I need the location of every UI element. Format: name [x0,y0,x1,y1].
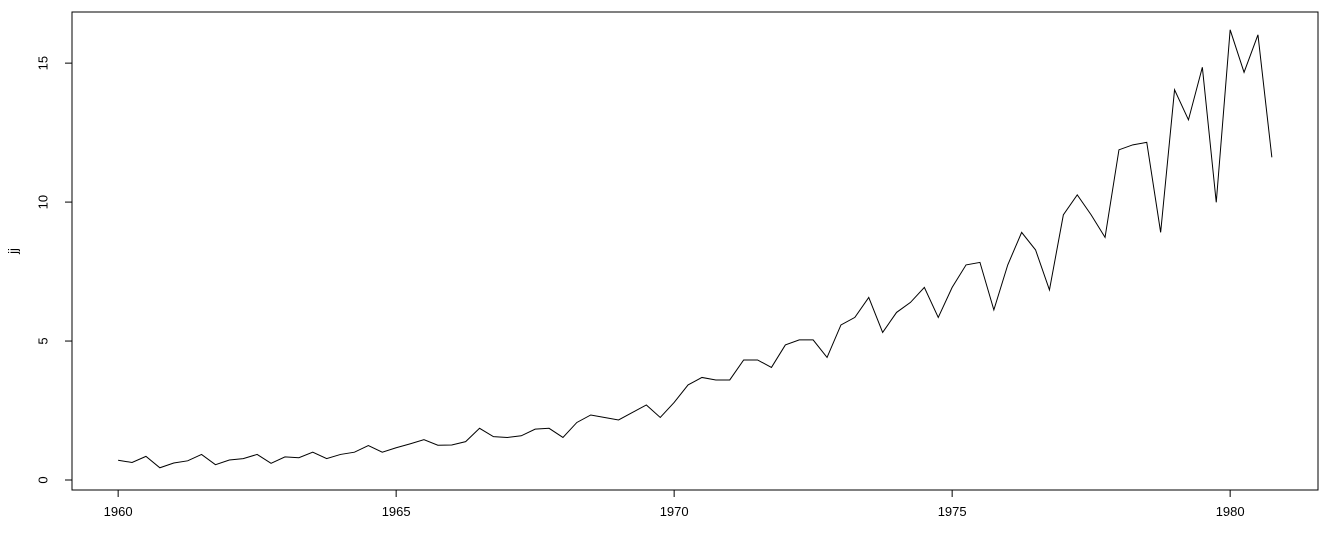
plot-frame [71,11,1319,491]
y-tick-label: 15 [35,56,50,70]
y-axis-label: jj [5,248,20,255]
line-series [118,29,1273,469]
x-tick-label: 1975 [938,504,967,519]
y-tick-label: 5 [35,337,50,344]
x-tick-label: 1970 [660,504,689,519]
y-tick-label: 10 [35,195,50,209]
y-tick-label: 0 [35,476,50,483]
x-tick-label: 1980 [1216,504,1245,519]
x-tick-label: 1965 [382,504,411,519]
x-tick-label: 1960 [104,504,133,519]
